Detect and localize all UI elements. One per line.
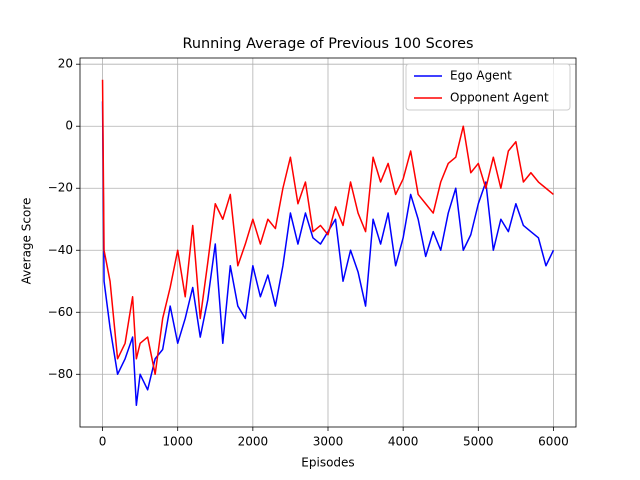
y-axis-label: Average Score	[20, 198, 34, 285]
y-tick-label: −80	[48, 367, 73, 381]
y-tick-label: −20	[48, 181, 73, 195]
y-tick-label: −40	[48, 243, 73, 257]
legend-label: Ego Agent	[450, 69, 512, 83]
x-axis-label: Episodes	[301, 456, 354, 470]
legend: Ego Agent Opponent Agent	[405, 63, 571, 111]
y-tick-label: 0	[65, 119, 73, 133]
y-tick-label: 20	[58, 57, 73, 71]
x-tick-label: 2000	[238, 435, 269, 449]
legend-label: Opponent Agent	[450, 91, 549, 105]
x-tick-label: 3000	[313, 435, 344, 449]
legend-box	[405, 63, 571, 111]
x-tick-label: 1000	[162, 435, 193, 449]
series-line	[101, 79, 554, 376]
series-line	[101, 101, 555, 407]
axes-frame	[79, 57, 577, 428]
x-tick-label: 4000	[388, 435, 419, 449]
chart-title: Running Average of Previous 100 Scores	[183, 36, 474, 52]
x-tick-label: 0	[99, 435, 107, 449]
x-tick-label: 6000	[538, 435, 569, 449]
y-tick-label: −60	[48, 305, 73, 319]
x-tick-label: 5000	[463, 435, 494, 449]
